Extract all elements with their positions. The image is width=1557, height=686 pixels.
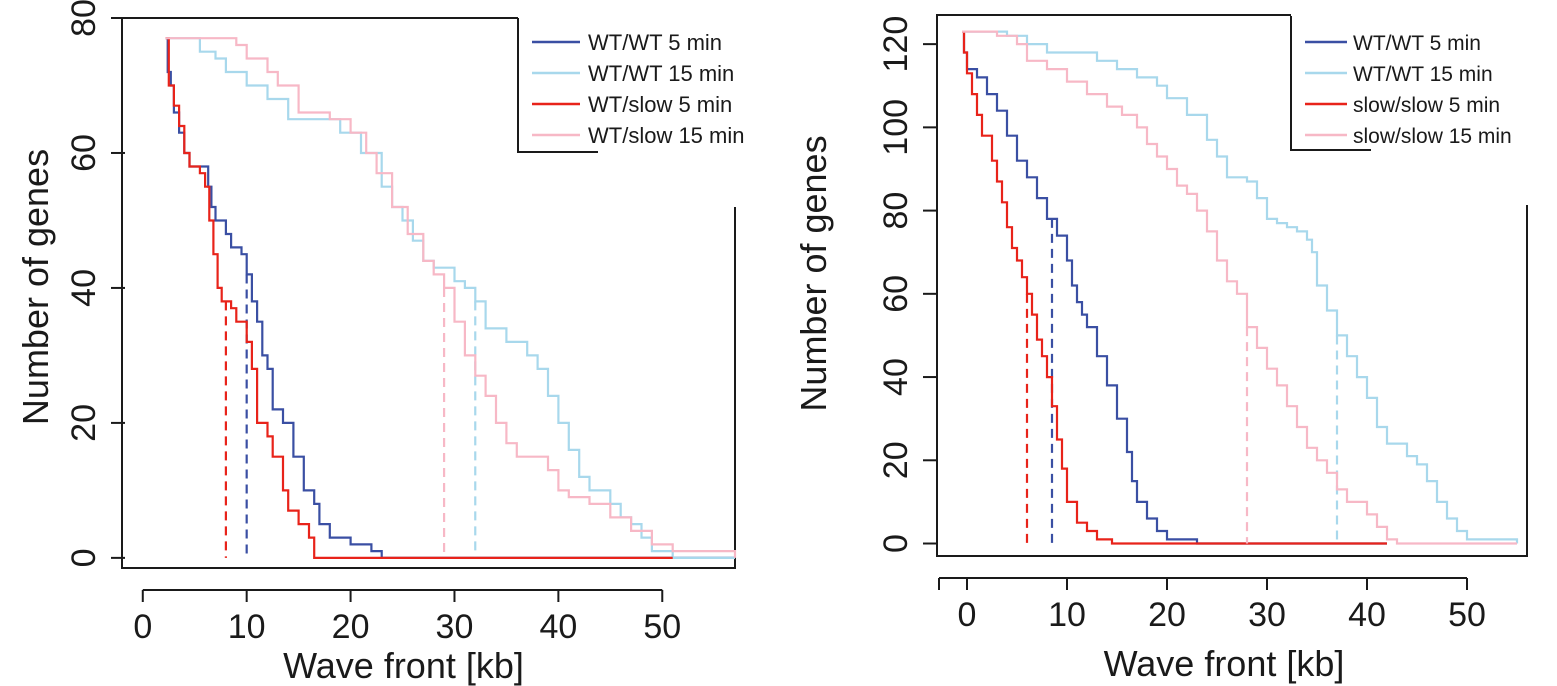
y-axis-title: Number of genes bbox=[15, 149, 56, 425]
x-tick-label: 20 bbox=[1148, 596, 1186, 634]
y-tick-label: 60 bbox=[877, 275, 915, 313]
y-tick-label: 80 bbox=[877, 192, 915, 230]
x-axis-title: Wave front [kb] bbox=[1104, 643, 1345, 684]
y-tick-label: 80 bbox=[65, 0, 103, 37]
chart-panel-left: 0 10 20 30 40 50 0 20 40 60 80 Wave front [kb] Numbe… bbox=[0, 0, 780, 686]
y-axis-title: Number of genes bbox=[793, 135, 834, 411]
x-tick-label: 0 bbox=[133, 608, 152, 646]
y-tick-label: 0 bbox=[65, 548, 103, 567]
x-tick-label: 10 bbox=[228, 608, 266, 646]
y-tick-label: 120 bbox=[877, 16, 915, 73]
chart-right: 0 10 20 30 40 50 0 20 40 60 80 100 120 Wave front [kb… bbox=[777, 0, 1557, 686]
legend-label-3: slow/slow 15 min bbox=[1353, 125, 1512, 148]
x-tick-label: 50 bbox=[1448, 596, 1486, 634]
chart-panel-right: 0 10 20 30 40 50 0 20 40 60 80 100 120 Wave front [kb… bbox=[777, 0, 1557, 686]
legend-label-2: slow/slow 5 min bbox=[1353, 94, 1500, 117]
x-axis-title: Wave front [kb] bbox=[283, 645, 524, 686]
x-tick-label: 40 bbox=[1348, 596, 1386, 634]
y-tick-label: 20 bbox=[877, 441, 915, 479]
x-tick-label: 30 bbox=[436, 608, 474, 646]
x-tick-label: 50 bbox=[643, 608, 681, 646]
x-tick-label: 20 bbox=[332, 608, 370, 646]
legend-label-3: WT/slow 15 min bbox=[588, 123, 744, 148]
y-tick-label: 0 bbox=[877, 534, 915, 553]
legend-label-2: WT/slow 5 min bbox=[588, 92, 732, 117]
legend-label-0: WT/WT 5 min bbox=[1353, 32, 1481, 55]
y-tick-label: 20 bbox=[65, 404, 103, 442]
x-tick-label: 40 bbox=[539, 608, 577, 646]
x-tick-label: 30 bbox=[1248, 596, 1286, 634]
legend-label-1: WT/WT 15 min bbox=[1353, 63, 1493, 86]
legend-label-0: WT/WT 5 min bbox=[588, 30, 722, 55]
x-tick-label: 0 bbox=[958, 596, 977, 634]
legend-label-1: WT/WT 15 min bbox=[588, 61, 734, 86]
y-tick-label: 100 bbox=[877, 99, 915, 156]
y-tick-label: 60 bbox=[65, 134, 103, 172]
y-tick-label: 40 bbox=[65, 269, 103, 307]
chart-left: 0 10 20 30 40 50 0 20 40 60 80 Wave front [kb] Numbe… bbox=[0, 0, 780, 686]
x-tick-label: 10 bbox=[1048, 596, 1086, 634]
y-tick-label: 40 bbox=[877, 358, 915, 396]
